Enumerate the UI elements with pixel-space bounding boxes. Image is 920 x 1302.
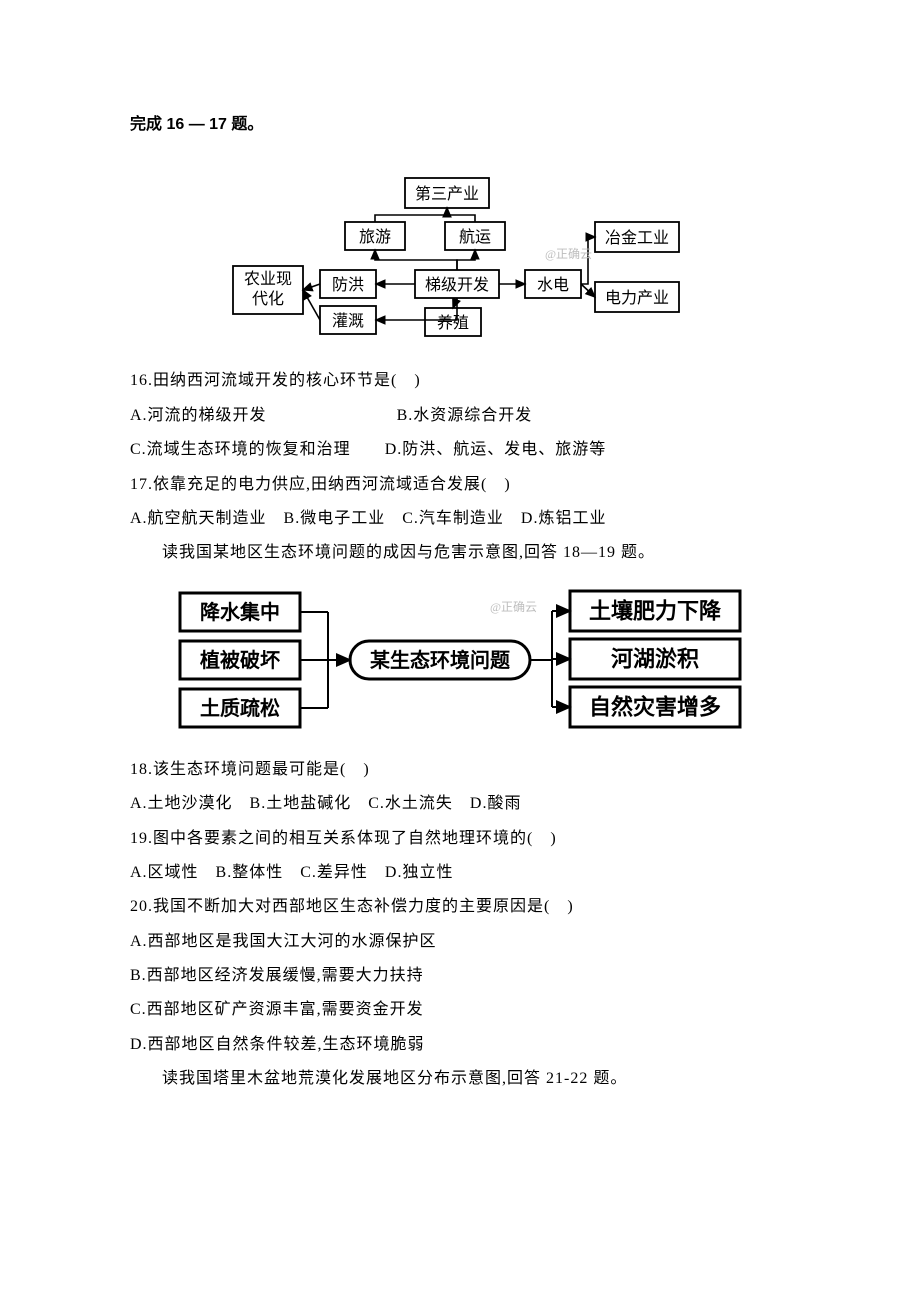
intro-18-19: 读我国某地区生态环境问题的成因与危害示意图,回答 18—19 题。 [130, 538, 790, 568]
q18-opts: A.土地沙漠化 B.土地盐碱化 C.水土流失 D.酸雨 [130, 789, 790, 819]
intro-21-22: 读我国塔里木盆地荒漠化发展地区分布示意图,回答 21-22 题。 [130, 1064, 790, 1094]
svg-text:农业现: 农业现 [244, 270, 292, 288]
section-heading: 完成 16 — 17 题。 [130, 110, 790, 140]
svg-text:土壤肥力下降: 土壤肥力下降 [589, 598, 722, 623]
q20-optB: B.西部地区经济发展缓慢,需要大力扶持 [130, 961, 790, 991]
svg-text:代化: 代化 [252, 290, 284, 308]
diagram-tennessee: 第三产业旅游 航运 冶金工业防洪 梯级开发 水电电力产业 农业现代化灌溉 养殖 @正确云 [225, 158, 695, 348]
q19-opts: A.区域性 B.整体性 C.差异性 D.独立性 [130, 858, 790, 888]
svg-text:土质疏松: 土质疏松 [200, 696, 280, 720]
q16-row2: C.流域生态环境的恢复和治理 D.防洪、航运、发电、旅游等 [130, 435, 790, 465]
q16-optD: D.防洪、航运、发电、旅游等 [385, 441, 607, 458]
q16-optC: C.流域生态环境的恢复和治理 [130, 441, 351, 458]
diagram-ecology: 降水集中植被破坏土质疏松 某生态环境问题 土壤肥力下降河湖淤积自然灾害增多 @正确云 [160, 583, 760, 739]
svg-text:电力产业: 电力产业 [605, 289, 669, 307]
q18-stem: 18.该生态环境问题最可能是( ) [130, 755, 790, 785]
svg-text:水电: 水电 [537, 276, 569, 294]
exam-page: 完成 16 — 17 题。 第三产业旅游 航运 冶金工业防洪 梯级开发 水电电力产业 农业… [0, 0, 920, 1159]
svg-text:植被破坏: 植被破坏 [200, 648, 280, 672]
q19-stem: 19.图中各要素之间的相互关系体现了自然地理环境的( ) [130, 824, 790, 854]
q16-optA: A.河流的梯级开发 [130, 407, 267, 424]
svg-text:旅游: 旅游 [359, 228, 391, 246]
svg-text:养殖: 养殖 [437, 314, 469, 332]
svg-text:降水集中: 降水集中 [200, 600, 280, 624]
q20-optC: C.西部地区矿产资源丰富,需要资金开发 [130, 995, 790, 1025]
svg-text:航运: 航运 [459, 228, 491, 246]
q17-stem: 17.依靠充足的电力供应,田纳西河流域适合发展( ) [130, 470, 790, 500]
svg-text:河湖淤积: 河湖淤积 [611, 646, 699, 671]
q20-optD: D.西部地区自然条件较差,生态环境脆弱 [130, 1030, 790, 1060]
q16-optB: B.水资源综合开发 [397, 407, 533, 424]
q20-optA: A.西部地区是我国大江大河的水源保护区 [130, 927, 790, 957]
svg-text:自然灾害增多: 自然灾害增多 [589, 694, 721, 719]
q16-row1: A.河流的梯级开发 B.水资源综合开发 [130, 401, 790, 431]
svg-text:@正确云: @正确云 [545, 247, 592, 261]
q20-stem: 20.我国不断加大对西部地区生态补偿力度的主要原因是( ) [130, 892, 790, 922]
svg-text:梯级开发: 梯级开发 [425, 276, 489, 294]
svg-text:防洪: 防洪 [332, 276, 364, 294]
svg-text:冶金工业: 冶金工业 [605, 229, 669, 247]
svg-text:@正确云: @正确云 [490, 600, 537, 614]
svg-text:灌溉: 灌溉 [332, 312, 364, 330]
q16-stem: 16.田纳西河流域开发的核心环节是( ) [130, 366, 790, 396]
q17-opts: A.航空航天制造业 B.微电子工业 C.汽车制造业 D.炼铝工业 [130, 504, 790, 534]
svg-text:某生态环境问题: 某生态环境问题 [370, 648, 511, 672]
svg-text:第三产业: 第三产业 [415, 185, 479, 203]
